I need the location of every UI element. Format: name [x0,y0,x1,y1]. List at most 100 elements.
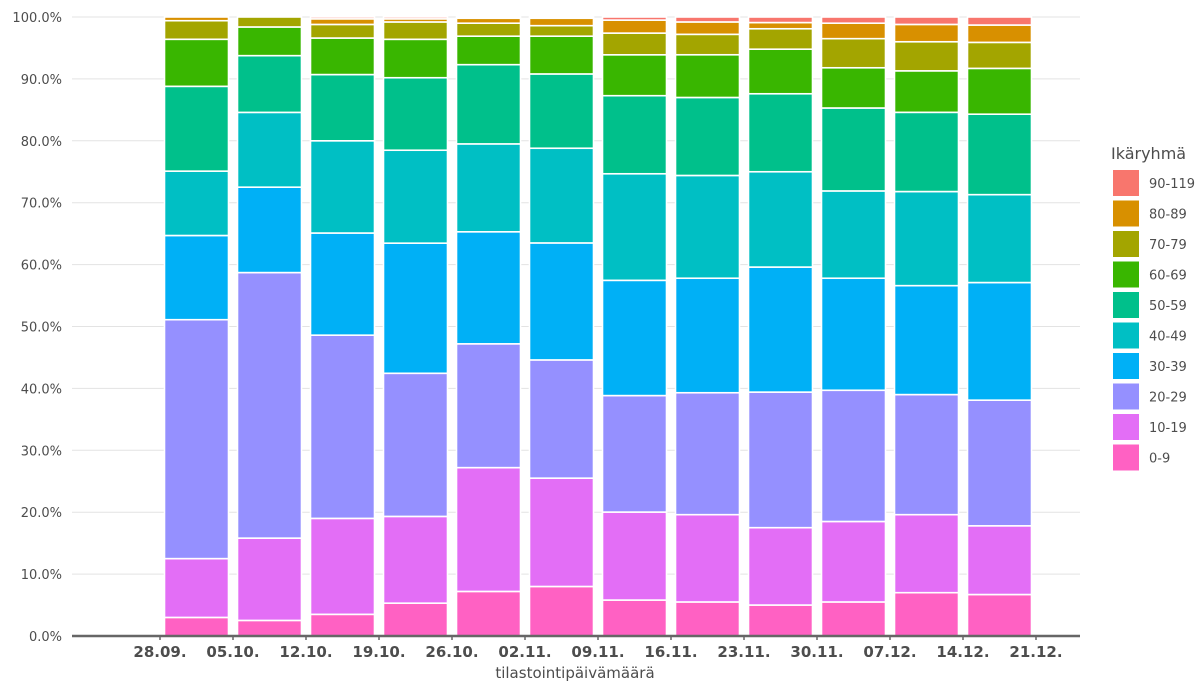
bar-segment-50-59 [674,96,741,177]
bar-segment-0-9 [528,585,595,637]
x-tick-label: 02.11. [498,643,551,661]
legend-label: 10-19 [1149,421,1187,436]
bar-segment-40-49 [893,190,960,287]
y-tick-label: 50.0% [21,321,62,336]
legend-swatch-80-89 [1113,200,1139,227]
bar-segment-0-9 [382,602,449,637]
y-tick-label: 40.0% [21,382,62,397]
bar-segment-90-119 [528,16,595,20]
bar-segment-30-39 [893,284,960,396]
bar-segment-60-69 [966,67,1033,115]
bar-segment-20-29 [236,271,303,539]
bar-segment-0-9 [455,590,522,637]
bar-segment-0-9 [747,604,814,637]
bar-segment-30-39 [528,242,595,361]
legend-swatch-40-49 [1113,322,1139,349]
bar-segment-80-89 [601,19,668,34]
bar-segment-10-19 [747,526,814,606]
bar-segment-30-39 [674,277,741,394]
bar-segment-50-59 [455,63,522,145]
bar-segment-80-89 [163,16,230,22]
bar-segment-30-39 [236,186,303,274]
y-tick-label: 0.0% [29,630,62,645]
bar-segment-0-9 [674,601,741,637]
bar-segment-30-39 [382,242,449,375]
bar-segment-70-79 [820,37,887,69]
y-tick-label: 100.0% [12,11,62,26]
bar-segment-70-79 [455,22,522,37]
bar-segment-50-59 [966,113,1033,196]
legend-label: 50-59 [1149,299,1187,314]
bar-segment-0-9 [966,593,1033,637]
bar-segment-80-89 [747,21,814,30]
bar-segment-20-29 [601,394,668,513]
bar-segment-0-9 [601,599,668,637]
legend-swatch-70-79 [1113,231,1139,257]
bar-segment-20-29 [309,334,376,520]
bar-segment-20-29 [163,318,230,560]
bar-segment-70-79 [966,41,1033,70]
legend-label: 90-119 [1149,177,1195,192]
bar-segment-40-49 [382,149,449,244]
bar-segment-10-19 [820,520,887,603]
bar-segment-70-79 [309,23,376,39]
y-tick-label: 10.0% [21,568,62,583]
x-tick-label: 26.10. [425,643,478,661]
bar-segment-10-19 [455,466,522,593]
bar-segment-90-119 [893,16,960,26]
bar-segment-70-79 [747,27,814,50]
bar-segment-30-39 [455,230,522,345]
legend-label: 80-89 [1149,208,1187,223]
bar-segment-90-119 [820,16,887,24]
bar-segment-20-29 [382,372,449,518]
bar-segment-30-39 [966,281,1033,401]
bar-segment-50-59 [601,94,668,175]
y-tick-label: 30.0% [21,444,62,459]
bar-segment-90-119 [455,16,522,20]
bar-segment-10-19 [674,513,741,603]
bar-segment-20-29 [893,393,960,516]
x-tick-label: 23.11. [717,643,770,661]
bar-segment-50-59 [309,73,376,142]
legend-title: Ikäryhmä [1111,144,1186,163]
bar-segment-80-89 [820,22,887,40]
bar-segment-60-69 [528,35,595,75]
bar-segment-50-59 [528,73,595,150]
bar-segment-50-59 [893,111,960,193]
y-axis-ticks: 0.0% 10.0% 20.0% 30.0% 40.0% 50.0% 60.0% 70.0% 8… [12,11,62,645]
bars [163,16,1033,637]
bar-segment-20-29 [966,399,1033,527]
bar-segment-60-69 [236,26,303,57]
bar-segment-50-59 [236,54,303,114]
bar-segment-70-79 [601,32,668,56]
bar-segment-50-59 [382,76,449,152]
bar-segment-20-29 [455,343,522,469]
y-tick-label: 60.0% [21,259,62,274]
bar-segment-70-79 [382,21,449,41]
bar-segment-70-79 [528,24,595,37]
bar-segment-10-19 [236,537,303,622]
bar-segment-30-39 [601,279,668,397]
bar-segment-40-49 [674,174,741,280]
x-tick-label: 16.11. [644,643,697,661]
bar-segment-60-69 [163,38,230,88]
bar-segment-40-49 [966,193,1033,284]
y-tick-label: 90.0% [21,73,62,88]
bar-segment-10-19 [601,511,668,601]
bar-segment-20-29 [674,391,741,516]
legend-label: 60-69 [1149,269,1187,284]
bar-segment-10-19 [893,513,960,594]
bar-segment-10-19 [163,557,230,619]
bar-segment-40-49 [820,190,887,280]
y-tick-label: 20.0% [21,506,62,521]
bar-segment-50-59 [163,85,230,172]
bar-segment-10-19 [528,477,595,588]
legend-label: 0-9 [1149,452,1170,467]
bar-segment-90-119 [966,16,1033,26]
legend-swatch-90-119 [1113,170,1139,196]
x-tick-label: 14.12. [936,643,989,661]
bar-segment-90-119 [309,16,376,20]
legend-swatch-20-29 [1113,383,1139,410]
